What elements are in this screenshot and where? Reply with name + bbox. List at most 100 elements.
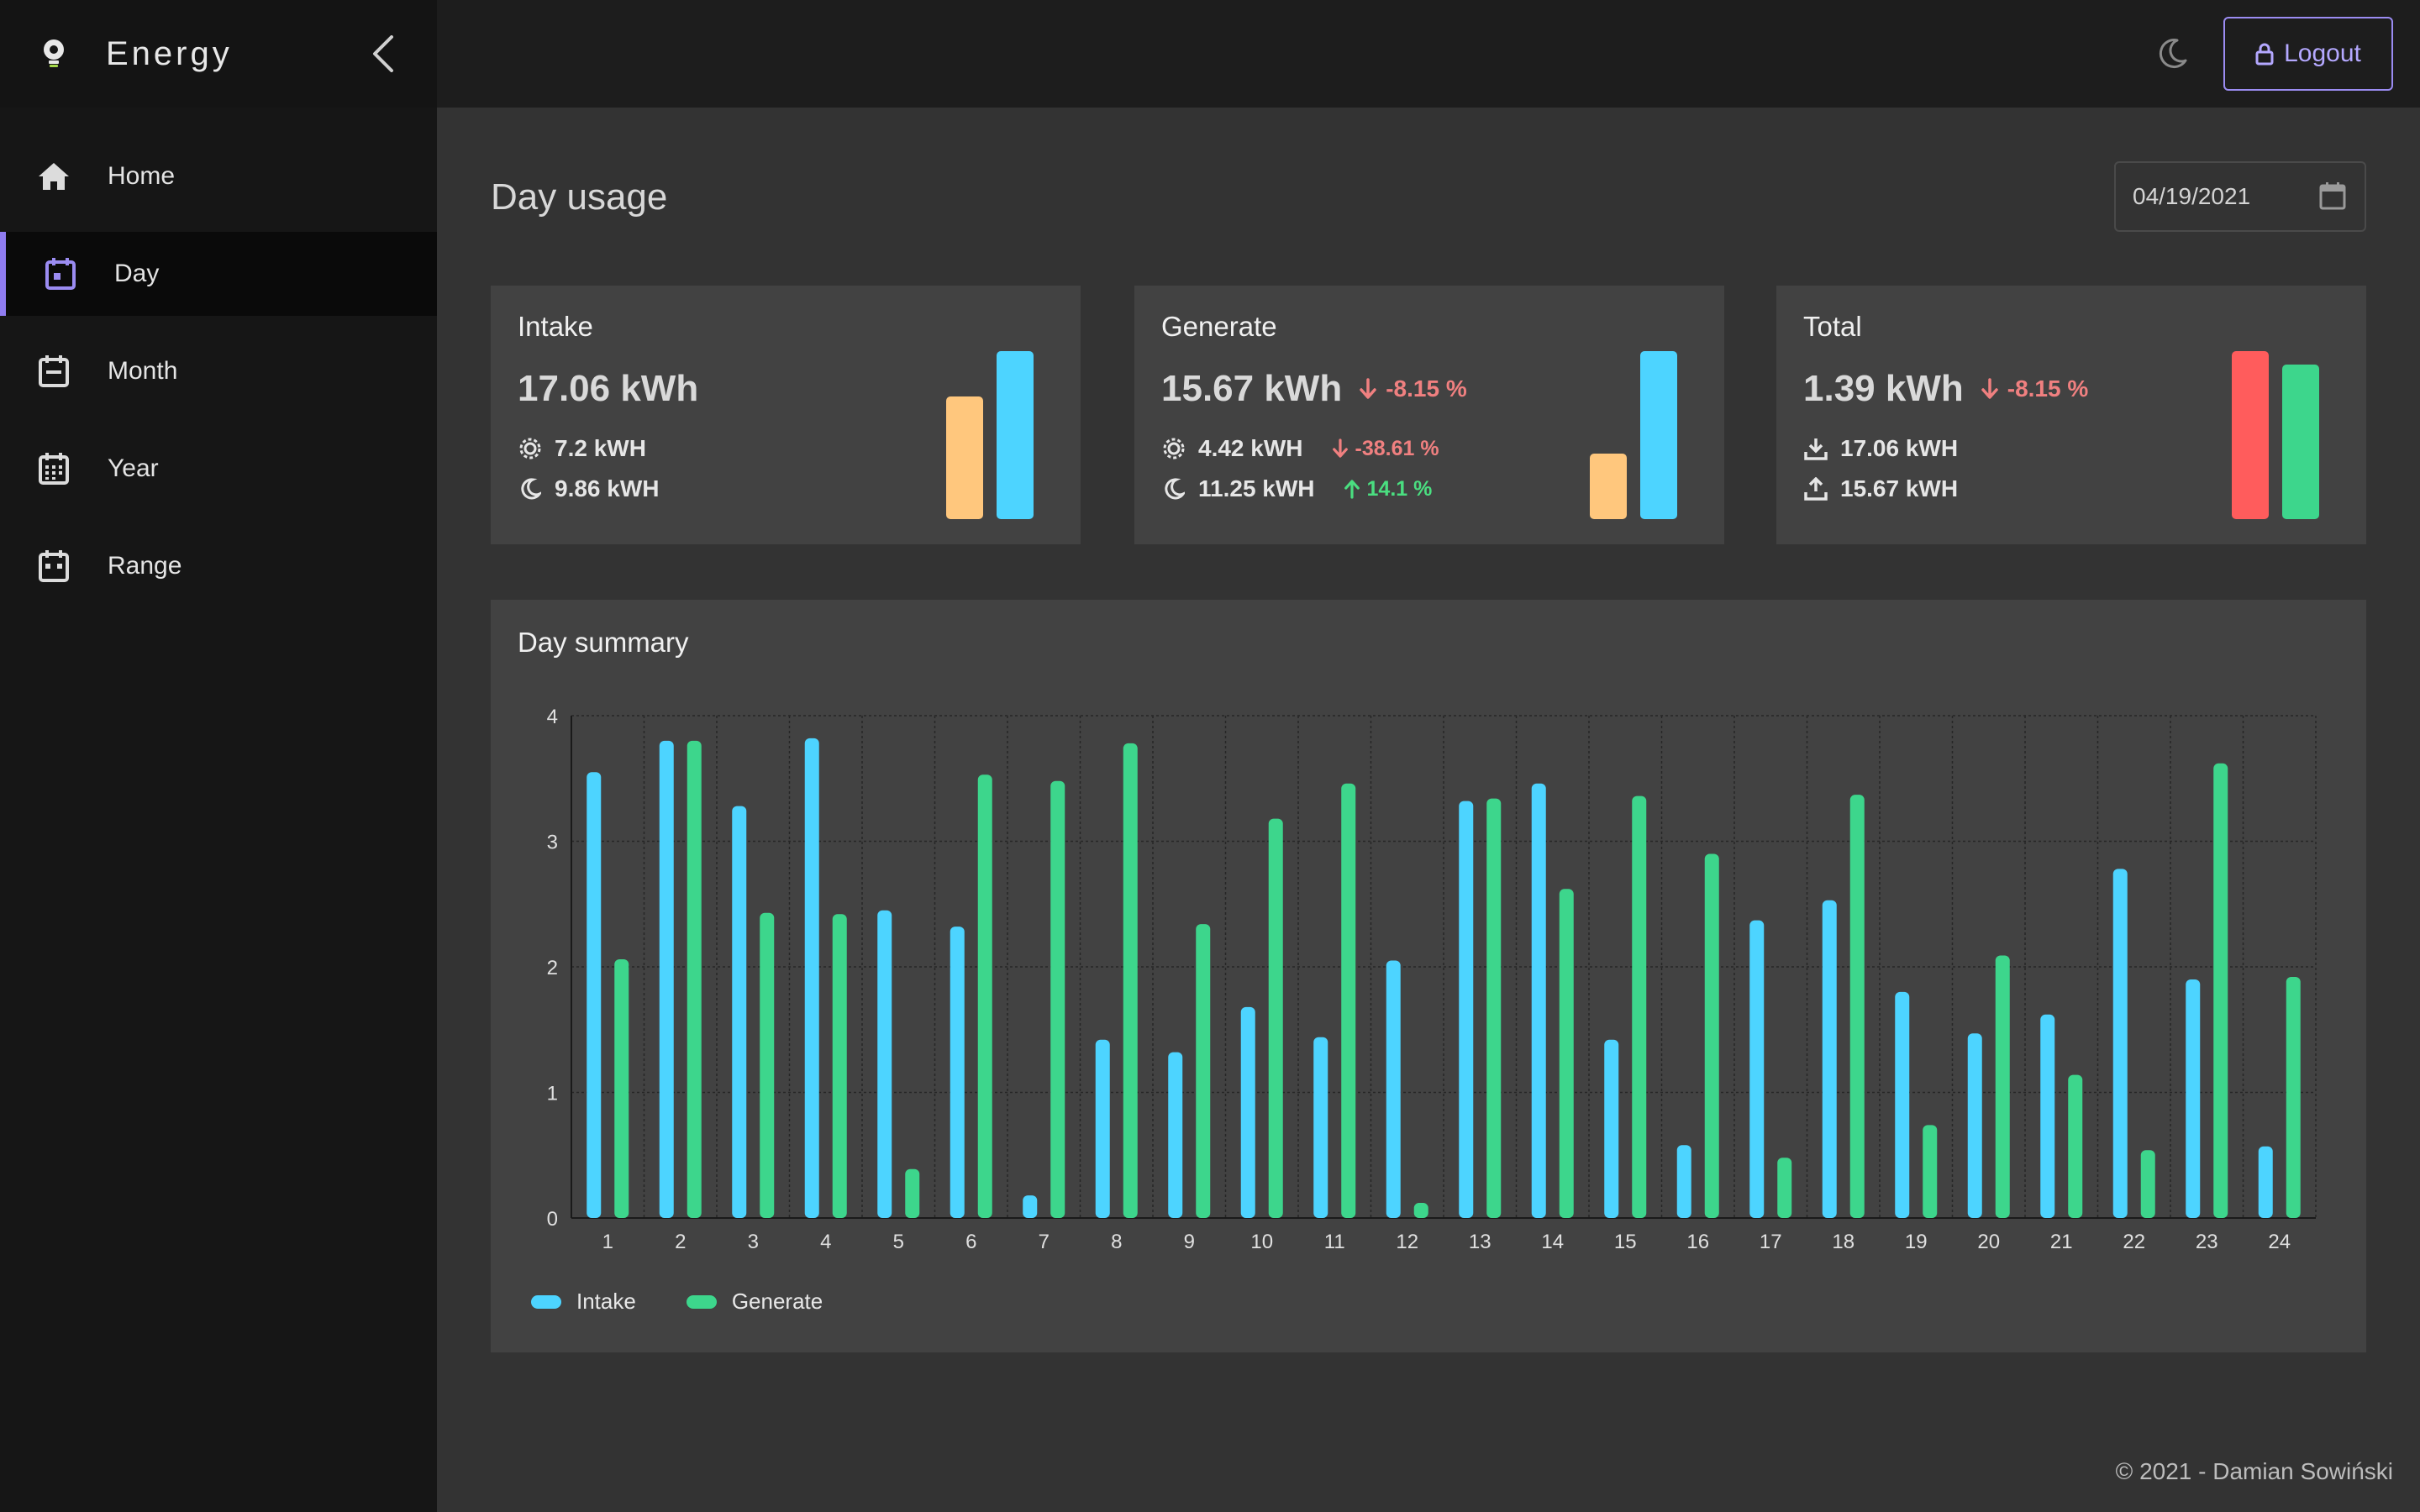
calendar-month-icon [37, 354, 71, 388]
intake-card: Intake 17.06 kWh 7.2 kWH 9.86 kWH [491, 286, 1081, 544]
x-tick-label: 8 [1111, 1231, 1122, 1253]
summary-title: Day summary [518, 627, 689, 658]
legend-item-generate[interactable]: Generate [686, 1289, 823, 1315]
home-icon [37, 160, 71, 193]
calendar-range-icon [37, 549, 71, 583]
x-tick-label: 4 [820, 1231, 831, 1253]
bar-intake [1531, 783, 1546, 1218]
bar-intake [804, 738, 819, 1218]
bar-generate [1196, 924, 1211, 1218]
x-tick-label: 11 [1324, 1231, 1345, 1253]
sidebar-item-month[interactable]: Month [0, 329, 437, 413]
bar-generate [760, 912, 775, 1218]
sidebar-brand: Energy [0, 0, 437, 108]
bar-generate [1995, 955, 2010, 1218]
bar-intake [1459, 801, 1474, 1218]
y-tick-label: 1 [547, 1083, 558, 1105]
bar-generate [2213, 763, 2228, 1218]
total-mini-chart [2232, 343, 2341, 519]
bar-generate [1559, 889, 1574, 1218]
bar-intake [877, 910, 892, 1218]
x-tick-label: 15 [1614, 1231, 1637, 1253]
bar-intake [1822, 900, 1837, 1218]
calendar-icon[interactable] [2319, 181, 2346, 216]
bar-intake [1895, 991, 1910, 1218]
generate-mini-bar [1640, 351, 1677, 519]
generate-mini-bar [1590, 454, 1627, 519]
top-header: Logout [437, 0, 2420, 108]
y-tick-label: 4 [547, 706, 558, 728]
legend-swatch [686, 1294, 717, 1309]
calendar-day-icon [44, 257, 77, 291]
calendar-year-icon [37, 452, 71, 486]
download-icon [1803, 436, 1828, 461]
theme-toggle-button[interactable] [2153, 34, 2193, 74]
collapse-sidebar-button[interactable] [365, 34, 402, 74]
x-tick-label: 14 [1541, 1231, 1564, 1253]
arrow-down-icon [1332, 438, 1348, 458]
bar-intake [1313, 1037, 1328, 1218]
bar-generate [2286, 976, 2301, 1218]
card-title: Generate [1161, 311, 1277, 342]
bar-intake [2040, 1014, 2055, 1218]
logout-button[interactable]: Logout [2223, 17, 2393, 91]
legend-item-intake[interactable]: Intake [531, 1289, 636, 1315]
bar-generate [1632, 795, 1647, 1218]
date-picker-input[interactable]: 04/19/2021 [2114, 161, 2366, 232]
app-title: Energy [106, 34, 233, 72]
x-tick-label: 12 [1396, 1231, 1418, 1253]
bar-generate [1923, 1125, 1938, 1218]
bar-generate [1777, 1158, 1792, 1218]
bar-intake [1386, 960, 1401, 1218]
sun-gear-icon [518, 436, 543, 461]
bar-generate [1050, 780, 1065, 1218]
x-tick-label: 20 [1977, 1231, 2000, 1253]
day-summary-panel: Day summary 0 1 2 3 4 1 2 3 4 5 6 7 8 9 10 11 12 13 14 15 16… [491, 600, 2366, 1352]
bar-intake [2258, 1146, 2273, 1218]
x-tick-label: 17 [1760, 1231, 1782, 1253]
generate-day-delta: -38.61 % [1332, 437, 1439, 461]
total-card: Total 1.39 kWh -8.15 % 17.06 kWH 15.67 k… [1776, 286, 2366, 544]
bar-generate [2140, 1150, 2155, 1218]
intake-night-value: 9.86 kWH [555, 475, 660, 501]
bar-intake [732, 806, 747, 1218]
bar-generate [905, 1168, 920, 1218]
sidebar-item-home[interactable]: Home [0, 134, 437, 218]
x-tick-label: 5 [893, 1231, 904, 1253]
intake-day-value: 7.2 kWH [555, 435, 646, 461]
x-tick-label: 9 [1184, 1231, 1195, 1253]
sidebar-item-label: Year [108, 454, 159, 482]
x-tick-label: 10 [1250, 1231, 1273, 1253]
sidebar-item-day[interactable]: Day [0, 232, 437, 316]
generate-delta: -8.15 % [1359, 375, 1467, 402]
generate-card: Generate 15.67 kWh -8.15 % 4.42 kWH -38.… [1134, 286, 1724, 544]
bar-intake [2186, 979, 2201, 1218]
sidebar-item-year[interactable]: Year [0, 427, 437, 511]
x-tick-label: 19 [1905, 1231, 1928, 1253]
bar-generate [1341, 783, 1356, 1218]
x-tick-label: 7 [1039, 1231, 1050, 1253]
y-tick-label: 2 [547, 957, 558, 979]
total-mini-bar [2232, 351, 2269, 519]
y-tick-label: 3 [547, 832, 558, 854]
arrow-down-icon [1981, 378, 1998, 399]
page-title: Day usage [491, 176, 668, 218]
chevron-left-icon [373, 35, 393, 72]
sidebar-item-label: Range [108, 552, 182, 580]
x-tick-label: 13 [1469, 1231, 1491, 1253]
card-title: Total [1803, 311, 1862, 342]
upload-icon [1803, 476, 1828, 501]
logout-label: Logout [2284, 39, 2361, 67]
bar-generate [977, 774, 992, 1218]
bar-intake [659, 740, 674, 1218]
intake-mini-chart [946, 343, 1055, 519]
bar-generate [1704, 853, 1719, 1218]
x-tick-label: 22 [2123, 1231, 2145, 1253]
bar-intake [1095, 1039, 1110, 1218]
bar-generate [1123, 743, 1138, 1218]
generate-night-value: 11.25 kWH [1198, 475, 1315, 501]
x-tick-label: 24 [2268, 1231, 2291, 1253]
moon-icon [1161, 476, 1186, 501]
sidebar-item-range[interactable]: Range [0, 524, 437, 608]
